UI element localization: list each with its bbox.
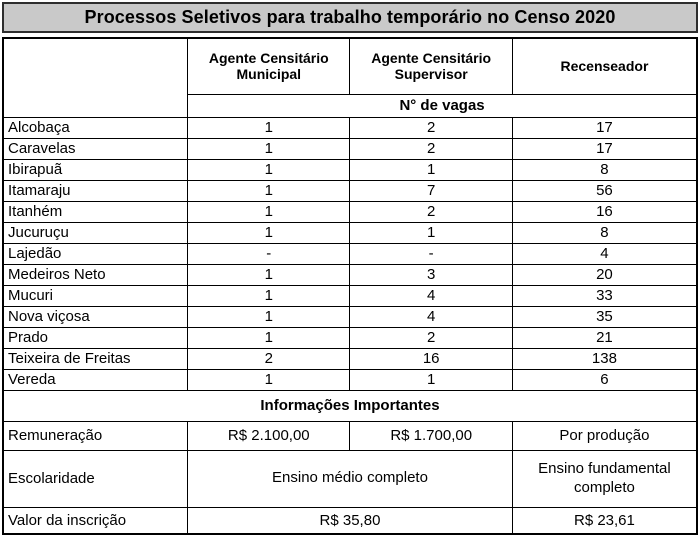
acs-vagas-value: 3 [349,263,513,286]
table-row: Jucuruçu 1 1 8 [2,221,698,244]
acm-vagas-value: 1 [187,368,351,391]
acm-vagas-value: 1 [187,263,351,286]
acs-vagas-value: 2 [349,326,513,349]
table-row: Itanhém 1 2 16 [2,200,698,223]
vagas-subheader: N° de vagas [187,93,698,118]
corner-empty-cell [2,37,189,118]
column-header-agente-censitario-municipal: Agente Censitário Municipal [187,37,351,95]
column-header-row: Agente Censitário Municipal Agente Censi… [2,37,698,118]
acs-vagas-value: 2 [349,137,513,160]
acs-vagas-value: - [349,242,513,265]
title-bar: Processos Seletivos para trabalho tempor… [2,2,698,33]
municipality-name: Lajedão [2,242,189,265]
important-info-header-row: Informações Importantes [2,389,698,422]
acm-remuneration-value: R$ 2.100,00 [187,420,351,451]
municipality-name: Itanhém [2,200,189,223]
acs-vagas-value: 2 [349,200,513,223]
acm-vagas-value: - [187,242,351,265]
table-row: Nova viçosa 1 4 35 [2,305,698,328]
education-label: Escolaridade [2,449,189,508]
acm-vagas-value: 1 [187,200,351,223]
acs-vagas-value: 16 [349,347,513,370]
acm-vagas-value: 2 [187,347,351,370]
municipality-name: Teixeira de Freitas [2,347,189,370]
acm-vagas-value: 1 [187,221,351,244]
table-row: Teixeira de Freitas 2 16 138 [2,347,698,370]
acm-vagas-value: 1 [187,137,351,160]
acm-acs-education-value: Ensino médio completo [187,449,513,508]
recenseador-vagas-value: 35 [511,305,698,328]
table-row: Mucuri 1 4 33 [2,284,698,307]
recenseador-vagas-value: 21 [511,326,698,349]
municipality-name: Jucuruçu [2,221,189,244]
acs-remuneration-value: R$ 1.700,00 [349,420,513,451]
table-row: Alcobaça 1 2 17 [2,116,698,139]
recenseador-remuneration-value: Por produção [511,420,698,451]
acs-vagas-value: 7 [349,179,513,202]
census-selection-table: Agente Censitário Municipal Agente Censi… [2,37,698,535]
recenseador-vagas-value: 56 [511,179,698,202]
table-row: Medeiros Neto 1 3 20 [2,263,698,286]
municipality-name: Alcobaça [2,116,189,139]
acm-vagas-value: 1 [187,326,351,349]
recenseador-vagas-value: 8 [511,221,698,244]
municipality-name: Itamaraju [2,179,189,202]
acm-vagas-value: 1 [187,305,351,328]
page-title: Processos Seletivos para trabalho tempor… [84,7,616,27]
table-row: Itamaraju 1 7 56 [2,179,698,202]
recenseador-vagas-value: 33 [511,284,698,307]
education-row: Escolaridade Ensino médio completo Ensin… [2,449,698,508]
municipality-name: Medeiros Neto [2,263,189,286]
municipality-name: Ibirapuã [2,158,189,181]
table-row: Prado 1 2 21 [2,326,698,349]
acs-vagas-value: 1 [349,158,513,181]
recenseador-vagas-value: 17 [511,116,698,139]
column-header-recenseador: Recenseador [511,37,698,95]
acm-vagas-value: 1 [187,116,351,139]
vagas-subheader-row: N° de vagas [3,93,698,118]
municipality-name: Caravelas [2,137,189,160]
municipality-name: Prado [2,326,189,349]
recenseador-education-value: Ensino fundamental completo [511,449,698,508]
registration-fee-label: Valor da inscrição [2,506,189,535]
remuneration-label: Remuneração [2,420,189,451]
acm-acs-registration-fee-value: R$ 35,80 [187,506,513,535]
table-row: Lajedão - - 4 [2,242,698,265]
acm-vagas-value: 1 [187,179,351,202]
recenseador-vagas-value: 16 [511,200,698,223]
registration-fee-row: Valor da inscrição R$ 35,80 R$ 23,61 [2,506,698,535]
acm-vagas-value: 1 [187,284,351,307]
acs-vagas-value: 4 [349,305,513,328]
municipality-name: Nova viçosa [2,305,189,328]
recenseador-vagas-value: 6 [511,368,698,391]
recenseador-vagas-value: 4 [511,242,698,265]
recenseador-vagas-value: 8 [511,158,698,181]
municipality-name: Vereda [2,368,189,391]
acs-vagas-value: 1 [349,368,513,391]
recenseador-vagas-value: 138 [511,347,698,370]
acm-vagas-value: 1 [187,158,351,181]
column-header-agente-censitario-supervisor: Agente Censitário Supervisor [349,37,513,95]
recenseador-registration-fee-value: R$ 23,61 [511,506,698,535]
table-row: Vereda 1 1 6 [2,368,698,391]
remuneration-row: Remuneração R$ 2.100,00 R$ 1.700,00 Por … [2,420,698,451]
recenseador-vagas-value: 20 [511,263,698,286]
acs-vagas-value: 1 [349,221,513,244]
acs-vagas-value: 4 [349,284,513,307]
municipality-name: Mucuri [2,284,189,307]
important-info-header: Informações Importantes [2,389,698,422]
table-row: Caravelas 1 2 17 [2,137,698,160]
table-row: Ibirapuã 1 1 8 [2,158,698,181]
acs-vagas-value: 2 [349,116,513,139]
recenseador-vagas-value: 17 [511,137,698,160]
